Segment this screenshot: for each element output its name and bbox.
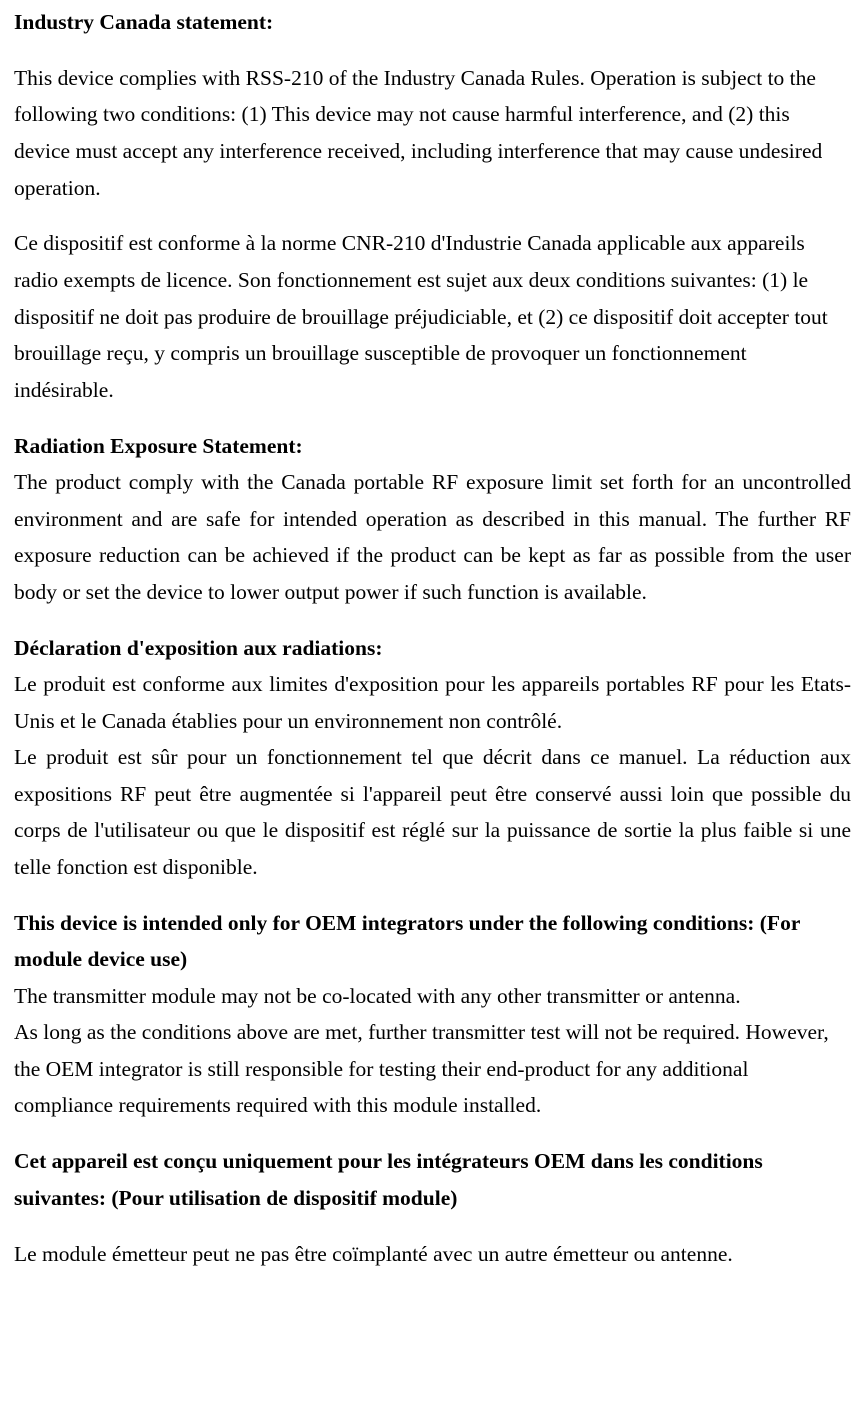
- paragraph-oem-en-2: As long as the conditions above are met,…: [14, 1014, 851, 1124]
- paragraph-radiation-en: The product comply with the Canada porta…: [14, 464, 851, 610]
- heading-oem-integrators-fr: Cet appareil est conçu uniquement pour l…: [14, 1143, 851, 1216]
- heading-declaration-radiations: Déclaration d'exposition aux radiations:: [14, 636, 383, 660]
- paragraph-oem-fr: Le module émetteur peut ne pas être coïm…: [14, 1236, 851, 1273]
- paragraph-radiation-fr-1: Le produit est conforme aux limites d'ex…: [14, 666, 851, 739]
- paragraph-compliance-fr: Ce dispositif est conforme à la norme CN…: [14, 225, 851, 408]
- paragraph-radiation-fr-2: Le produit est sûr pour un fonctionnemen…: [14, 739, 851, 885]
- heading-oem-integrators-en: This device is intended only for OEM int…: [14, 905, 851, 978]
- heading-industry-canada: Industry Canada statement:: [14, 4, 851, 41]
- heading-radiation-exposure: Radiation Exposure Statement:: [14, 434, 303, 458]
- paragraph-compliance-en: This device complies with RSS-210 of the…: [14, 60, 851, 206]
- paragraph-oem-en-1: The transmitter module may not be co-loc…: [14, 978, 851, 1015]
- document-page: Industry Canada statement: This device c…: [0, 0, 865, 1296]
